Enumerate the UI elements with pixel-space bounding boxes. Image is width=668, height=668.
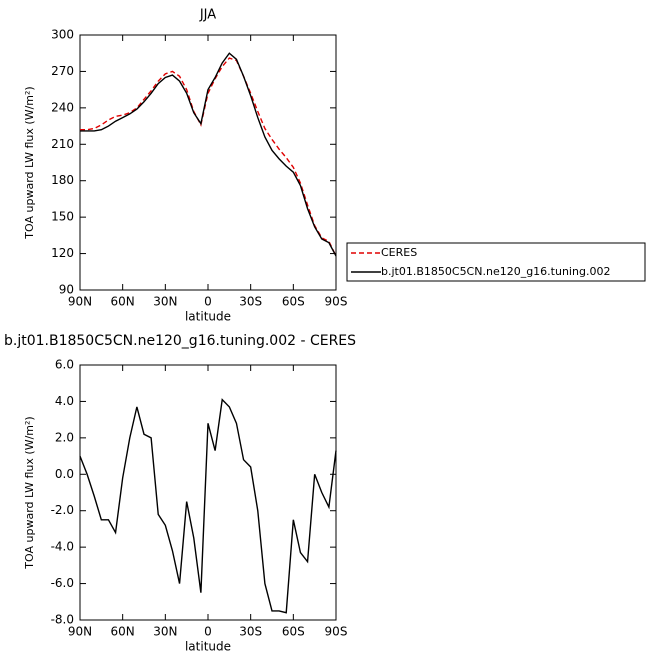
y-tick-label: -2.0 xyxy=(51,503,74,517)
y-tick-label: 210 xyxy=(51,137,74,151)
legend-label: b.jt01.B1850C5CN.ne120_g16.tuning.002 xyxy=(381,265,610,278)
chart-title: JJA xyxy=(199,8,216,23)
y-tick-label: 240 xyxy=(51,100,74,114)
plot-frame xyxy=(79,364,337,621)
y-axis-label: TOA upward LW flux (W/m²) xyxy=(23,416,36,569)
data-line xyxy=(80,52,337,257)
chart-title: b.jt01.B1850C5CN.ne120_g16.tuning.002 - … xyxy=(4,333,356,349)
y-tick-label: -8.0 xyxy=(51,613,74,627)
x-axis-label: latitude xyxy=(185,640,231,654)
x-tick-label: 0 xyxy=(204,295,212,309)
x-tick-label: 90N xyxy=(68,295,92,309)
x-tick-label: 60N xyxy=(111,625,135,639)
y-tick-label: 6.0 xyxy=(55,358,74,372)
x-tick-label: 90N xyxy=(68,625,92,639)
y-tick-label: 2.0 xyxy=(55,430,74,444)
x-tick-label: 90S xyxy=(325,625,348,639)
y-tick-label: 0.0 xyxy=(55,467,74,481)
y-tick-label: 120 xyxy=(51,246,74,260)
legend-label: CERES xyxy=(381,246,417,259)
y-tick-label: -4.0 xyxy=(51,540,74,554)
data-line xyxy=(80,57,337,257)
x-tick-label: 30S xyxy=(239,295,262,309)
x-tick-label: 60S xyxy=(282,295,305,309)
y-tick-label: 150 xyxy=(51,210,74,224)
x-tick-label: 60S xyxy=(282,625,305,639)
x-tick-label: 0 xyxy=(204,625,212,639)
x-axis-label: latitude xyxy=(185,310,231,324)
plot-frame xyxy=(79,34,337,291)
y-tick-label: 180 xyxy=(51,173,74,187)
x-tick-label: 60N xyxy=(111,295,135,309)
y-tick-label: -6.0 xyxy=(51,576,74,590)
x-tick-label: 30S xyxy=(239,625,262,639)
legend-box xyxy=(346,242,646,282)
x-tick-label: 30N xyxy=(153,295,177,309)
y-tick-label: 90 xyxy=(59,283,74,297)
y-axis-label: TOA upward LW flux (W/m²) xyxy=(23,86,36,239)
data-line xyxy=(79,398,337,614)
y-tick-label: 4.0 xyxy=(55,394,74,408)
x-tick-label: 90S xyxy=(325,295,348,309)
x-tick-label: 30N xyxy=(153,625,177,639)
y-tick-label: 270 xyxy=(51,64,74,78)
y-tick-label: 300 xyxy=(51,28,74,42)
